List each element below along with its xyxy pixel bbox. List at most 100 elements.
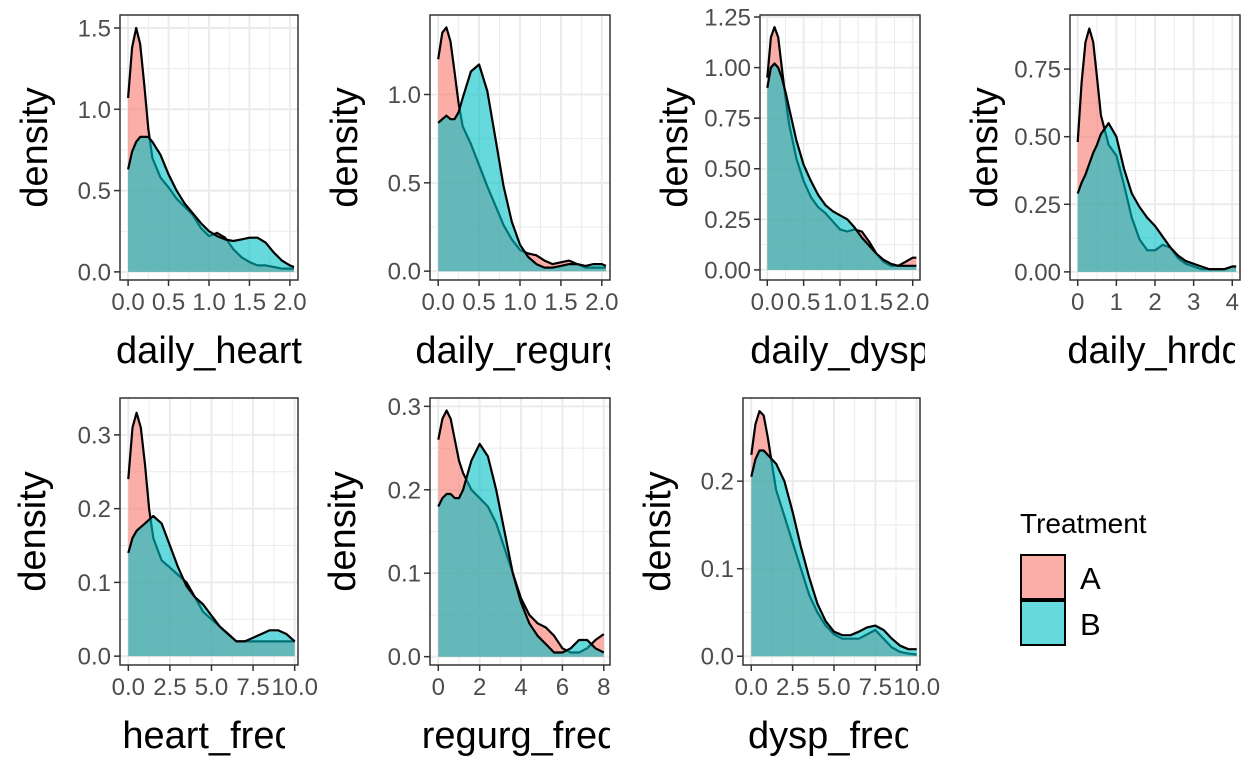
x-tick-label: 1.0	[192, 289, 225, 316]
x-tick-label: 0.0	[111, 289, 144, 316]
panel-border	[119, 397, 299, 666]
x-tick-label: 6	[556, 674, 569, 701]
x-tick-label: 2.5	[776, 674, 809, 701]
y-tick-label: 0.5	[388, 170, 421, 197]
density-line-b	[750, 449, 917, 651]
y-tick-label: 0.2	[78, 496, 111, 523]
density-area-b	[438, 443, 604, 657]
density-line-b	[127, 135, 295, 269]
x-tick-label: 0.5	[152, 289, 185, 316]
x-tick-label: 2.5	[153, 674, 186, 701]
y-axis-title: density	[14, 87, 56, 207]
x-tick-label: 2	[473, 674, 486, 701]
y-axis-title: density	[654, 87, 696, 207]
x-tick-label: 0.0	[735, 674, 768, 701]
x-tick-label: 2.0	[896, 289, 929, 316]
x-tick-label: 0	[1071, 289, 1084, 316]
x-tick-label: 1.0	[503, 289, 536, 316]
facet-panel-7: 0.0 0.1 0.2 0.0 2.5 5.0 7.5 10.0 dysp_freq densit…	[637, 397, 940, 757]
legend-label: B	[1080, 607, 1101, 642]
x-axis-title: heart_freq	[122, 715, 295, 757]
legend-key	[1020, 600, 1066, 646]
x-tick-label: 0.0	[112, 674, 145, 701]
density-area-b	[767, 63, 917, 270]
y-tick-label: 0.25	[704, 207, 751, 234]
density-line-b	[437, 442, 605, 654]
x-tick-label: 8	[597, 674, 610, 701]
y-tick-label: 0.3	[388, 394, 421, 421]
y-tick-label: 1.0	[388, 82, 421, 109]
x-axis-title: regurg_freq	[422, 715, 618, 757]
y-tick-label: 0.1	[701, 556, 734, 583]
y-tick-label: 0.25	[1014, 192, 1061, 219]
facet-panel-2: 0.0 0.5 1.0 0.0 0.5 1.0 1.5 2.0 daily_regurg dens…	[324, 14, 624, 372]
x-axis-title: daily_dysp	[750, 330, 930, 372]
facet-panel-4: 0.00 0.25 0.50 0.75 0 1 2 3 4 daily_hrdq density	[964, 14, 1242, 372]
legend-label: A	[1080, 561, 1101, 596]
y-tick-label: 0.0	[388, 259, 421, 286]
y-tick-label: 0.0	[701, 644, 734, 671]
x-tick-label: 2.0	[273, 289, 306, 316]
y-tick-label: 0.2	[388, 477, 421, 504]
y-tick-label: 0.1	[388, 561, 421, 588]
facet-panel-3: 0.00 0.25 0.50 0.75 1.00 1.25 0.0 0.5 1.0 1.5 2.0 d…	[654, 5, 930, 372]
y-tick-label: 0.50	[704, 156, 751, 183]
x-tick-label: 7.5	[859, 674, 892, 701]
density-area-b	[751, 450, 917, 657]
facet-panel-5: 0.0 0.1 0.2 0.3 0.0 2.5 5.0 7.5 10.0 heart_freq de…	[12, 397, 318, 757]
x-axis-title: dysp_freq	[748, 715, 915, 757]
x-tick-label: 2	[1148, 289, 1161, 316]
density-line-b	[127, 514, 296, 643]
y-tick-label: 0.0	[78, 259, 111, 286]
x-tick-label: 5.0	[817, 674, 850, 701]
x-tick-label: 0	[432, 674, 445, 701]
y-tick-label: 0.5	[78, 178, 111, 205]
y-tick-label: 1.25	[704, 5, 751, 32]
x-tick-label: 10.0	[893, 674, 940, 701]
legend-item-a: A	[1020, 554, 1101, 600]
density-area-b	[128, 136, 294, 272]
legend-item-b: B	[1020, 600, 1101, 646]
x-axis-title: daily_hrdq	[1067, 330, 1242, 372]
density-area-b	[1077, 123, 1237, 272]
x-tick-label: 0.5	[787, 289, 820, 316]
density-line-b	[437, 63, 607, 269]
y-tick-label: 1.0	[78, 97, 111, 124]
y-tick-label: 1.00	[704, 55, 751, 82]
y-tick-label: 0.75	[704, 106, 751, 133]
x-tick-label: 1	[1110, 289, 1123, 316]
y-axis-title: density	[322, 471, 364, 591]
legend-key	[1020, 554, 1066, 600]
density-line-b	[766, 62, 917, 267]
density-line-b	[1076, 122, 1237, 271]
y-tick-label: 0.0	[388, 644, 421, 671]
x-tick-label: 1.5	[544, 289, 577, 316]
x-tick-label: 4	[514, 674, 527, 701]
y-tick-label: 0.0	[78, 644, 111, 671]
y-tick-label: 0.75	[1014, 57, 1061, 84]
legend-title: Treatment	[1020, 508, 1147, 539]
y-tick-label: 0.3	[78, 422, 111, 449]
facet-panel-6: 0.0 0.1 0.2 0.3 0 2 4 6 8 regurg_freq density	[322, 394, 618, 757]
panel-border	[429, 397, 611, 666]
density-area-b	[128, 516, 295, 657]
x-tick-label: 1.5	[860, 289, 893, 316]
facet-panel-1: 0.0 0.5 1.0 1.5 0.0 0.5 1.0 1.5 2.0 daily_heart de…	[14, 14, 307, 372]
y-tick-label: 1.5	[78, 16, 111, 43]
y-tick-label: 0.2	[701, 469, 734, 496]
y-tick-label: 0.50	[1014, 124, 1061, 151]
y-axis-title: density	[324, 87, 366, 207]
panel-border	[742, 397, 921, 666]
x-tick-label: 2.0	[585, 289, 618, 316]
x-tick-label: 4	[1226, 289, 1239, 316]
x-tick-label: 0.0	[421, 289, 454, 316]
x-tick-label: 1.0	[823, 289, 856, 316]
x-tick-label: 1.5	[233, 289, 266, 316]
y-tick-label: 0.00	[704, 257, 751, 284]
x-tick-label: 0.5	[462, 289, 495, 316]
y-axis-title: density	[637, 471, 679, 591]
y-tick-label: 0.00	[1014, 259, 1061, 286]
x-axis-title: daily_regurg	[415, 330, 624, 372]
y-tick-label: 0.1	[78, 570, 111, 597]
